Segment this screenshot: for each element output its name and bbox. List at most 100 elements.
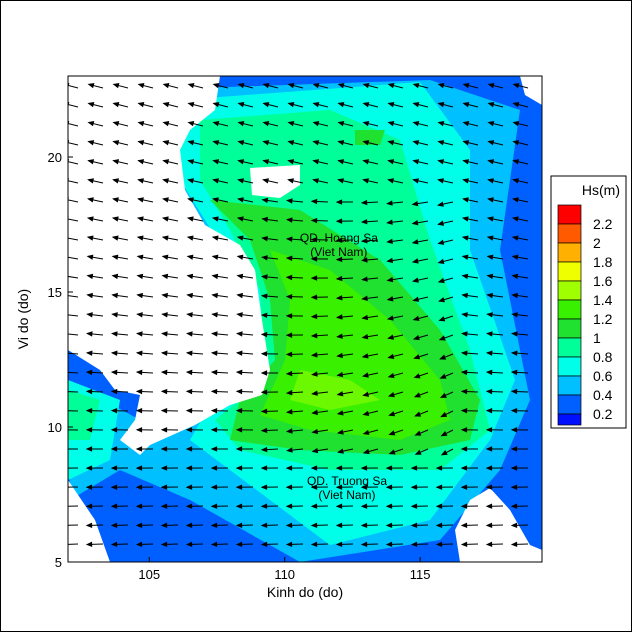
direction-arrow: [68, 543, 79, 545]
direction-arrow: [310, 256, 329, 262]
direction-arrow: [160, 522, 179, 528]
direction-arrow: [387, 391, 404, 398]
direction-arrow: [161, 331, 179, 337]
direction-arrow: [310, 198, 329, 205]
direction-arrow: [187, 197, 204, 203]
direction-arrow: [262, 82, 279, 89]
direction-arrow: [310, 217, 329, 224]
direction-arrow: [211, 235, 229, 241]
direction-arrow: [360, 503, 379, 509]
direction-arrow: [336, 371, 354, 378]
direction-arrow: [285, 541, 304, 548]
direction-arrow: [162, 140, 179, 146]
direction-arrow: [187, 159, 204, 165]
direction-arrow: [285, 217, 304, 223]
direction-arrow: [160, 465, 179, 471]
direction-arrow: [310, 237, 329, 243]
direction-arrow: [260, 503, 279, 509]
direction-arrow: [235, 465, 254, 471]
legend-swatch: [557, 261, 582, 282]
direction-arrow: [410, 465, 429, 471]
direction-arrow: [260, 331, 279, 338]
legend-level-label: 0.8: [593, 349, 613, 365]
direction-arrow: [435, 522, 454, 528]
direction-arrow: [512, 178, 529, 184]
direction-arrow: [486, 254, 504, 260]
direction-arrow: [162, 82, 179, 89]
x-axis-label: Kinh do (do): [267, 584, 343, 600]
direction-arrow: [310, 275, 329, 281]
direction-arrow: [335, 541, 354, 548]
direction-arrow: [160, 427, 179, 433]
direction-arrow: [410, 503, 429, 509]
direction-arrow: [285, 522, 304, 528]
direction-arrow: [111, 292, 129, 299]
direction-arrow: [460, 541, 479, 548]
direction-arrow: [211, 254, 229, 260]
direction-arrow: [68, 235, 79, 241]
direction-arrow: [185, 350, 204, 356]
direction-arrow: [85, 350, 104, 356]
direction-arrow: [260, 427, 279, 434]
direction-arrow: [412, 277, 429, 283]
direction-arrow: [485, 408, 504, 414]
direction-arrow: [485, 427, 504, 433]
direction-arrow: [287, 102, 304, 108]
direction-arrow: [85, 369, 104, 376]
direction-arrow: [260, 370, 279, 376]
direction-arrow: [211, 292, 229, 299]
direction-arrow: [485, 369, 504, 376]
direction-arrow: [310, 332, 329, 339]
direction-arrow: [236, 312, 254, 318]
direction-arrow: [68, 254, 79, 260]
y-tick-label: 10: [48, 420, 62, 435]
direction-arrow: [260, 312, 279, 319]
direction-arrow: [335, 218, 354, 224]
direction-arrow: [460, 388, 479, 395]
direction-arrow: [262, 178, 279, 184]
direction-arrow: [86, 254, 104, 260]
direction-arrow: [162, 197, 179, 203]
direction-arrow: [136, 235, 154, 241]
direction-arrow: [385, 484, 404, 490]
direction-arrow: [111, 273, 129, 280]
direction-arrow: [437, 121, 454, 127]
direction-arrow: [412, 140, 429, 146]
land-mask: [68, 76, 542, 562]
direction-arrow: [311, 409, 329, 416]
direction-arrow: [112, 197, 129, 203]
direction-arrow: [312, 159, 329, 165]
direction-arrow: [512, 140, 529, 146]
land-left-coast: [68, 480, 110, 562]
direction-arrow: [186, 292, 204, 299]
legend-swatch: [557, 242, 582, 263]
direction-arrow: [486, 312, 504, 318]
direction-arrow: [485, 522, 504, 528]
direction-arrow: [286, 198, 304, 204]
direction-arrow: [511, 312, 529, 318]
direction-arrow: [112, 178, 129, 184]
direction-arrow: [510, 388, 529, 395]
direction-arrow: [385, 465, 404, 471]
direction-arrow: [362, 102, 379, 108]
direction-arrow: [487, 140, 504, 146]
direction-arrow: [412, 121, 429, 127]
direction-arrow: [335, 484, 354, 490]
direction-arrow: [161, 292, 179, 299]
direction-arrow: [437, 102, 454, 108]
legend-swatch: [557, 375, 582, 396]
direction-arrow: [387, 82, 404, 89]
direction-arrow: [285, 465, 304, 471]
direction-arrow: [511, 254, 529, 260]
direction-arrow: [460, 369, 479, 376]
legend-level-label: 1.4: [593, 292, 613, 308]
direction-arrow: [510, 369, 529, 376]
direction-arrow: [410, 484, 429, 490]
direction-arrow: [236, 331, 254, 337]
direction-arrow: [462, 82, 479, 89]
direction-arrow: [336, 429, 354, 435]
direction-arrow: [461, 254, 479, 260]
direction-arrow: [68, 505, 79, 507]
direction-arrow: [112, 102, 129, 108]
direction-arrow: [512, 82, 529, 89]
